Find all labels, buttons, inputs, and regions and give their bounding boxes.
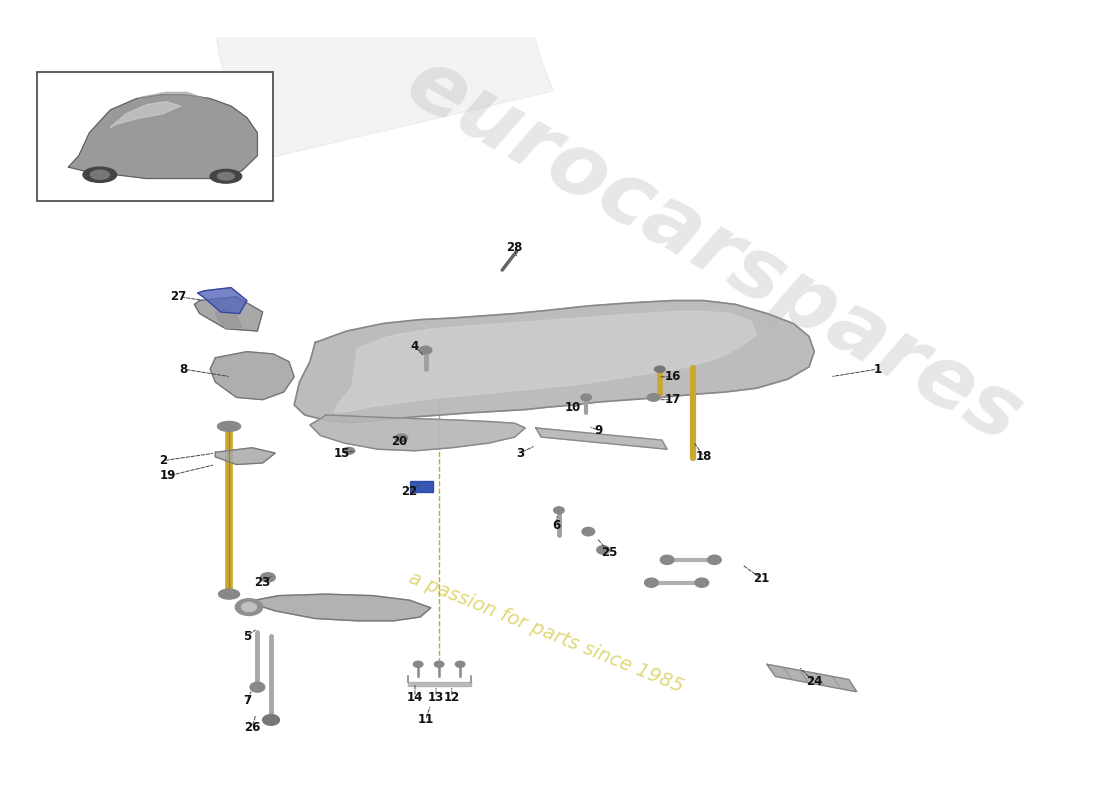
Ellipse shape xyxy=(218,173,234,180)
Text: 10: 10 xyxy=(564,401,581,414)
Polygon shape xyxy=(195,297,263,331)
Text: 11: 11 xyxy=(417,714,433,726)
Text: 27: 27 xyxy=(170,290,187,303)
Polygon shape xyxy=(210,0,1013,162)
Text: 8: 8 xyxy=(179,362,188,376)
Ellipse shape xyxy=(707,555,722,564)
Bar xyxy=(36,72,273,202)
Polygon shape xyxy=(216,312,242,329)
Text: 16: 16 xyxy=(664,370,681,383)
Polygon shape xyxy=(106,92,221,129)
Text: 18: 18 xyxy=(695,450,712,463)
Polygon shape xyxy=(68,94,257,178)
Ellipse shape xyxy=(218,422,241,431)
Text: 23: 23 xyxy=(254,576,271,589)
Ellipse shape xyxy=(597,546,609,554)
Ellipse shape xyxy=(582,527,595,536)
Polygon shape xyxy=(246,594,431,621)
Text: 28: 28 xyxy=(507,241,522,254)
Polygon shape xyxy=(767,664,856,692)
Ellipse shape xyxy=(645,578,658,587)
Ellipse shape xyxy=(581,394,592,401)
Polygon shape xyxy=(334,311,757,413)
Ellipse shape xyxy=(235,598,263,615)
Ellipse shape xyxy=(210,170,242,183)
Ellipse shape xyxy=(82,167,117,182)
Ellipse shape xyxy=(455,662,465,667)
Text: a passion for parts since 1985: a passion for parts since 1985 xyxy=(406,568,686,696)
Polygon shape xyxy=(294,301,814,422)
Polygon shape xyxy=(409,482,433,492)
Polygon shape xyxy=(536,428,667,450)
Ellipse shape xyxy=(90,170,109,179)
Polygon shape xyxy=(408,682,471,686)
Ellipse shape xyxy=(261,573,275,582)
Ellipse shape xyxy=(553,507,564,514)
Text: 9: 9 xyxy=(595,424,603,437)
Text: 25: 25 xyxy=(602,546,617,558)
Text: 13: 13 xyxy=(428,690,444,703)
Text: 2: 2 xyxy=(158,454,167,467)
Ellipse shape xyxy=(343,447,354,454)
Ellipse shape xyxy=(242,602,256,612)
Text: eurocarspares: eurocarspares xyxy=(393,41,1036,461)
Ellipse shape xyxy=(660,555,674,564)
Text: 1: 1 xyxy=(873,362,881,376)
Text: 14: 14 xyxy=(407,690,424,703)
Ellipse shape xyxy=(695,578,708,587)
Ellipse shape xyxy=(419,346,432,354)
Text: 19: 19 xyxy=(160,470,176,482)
Text: 26: 26 xyxy=(244,721,261,734)
Ellipse shape xyxy=(263,714,279,726)
Polygon shape xyxy=(110,102,180,127)
Ellipse shape xyxy=(654,366,666,372)
Text: 22: 22 xyxy=(402,485,418,498)
Polygon shape xyxy=(198,287,246,314)
Ellipse shape xyxy=(414,662,422,667)
Text: 6: 6 xyxy=(552,519,561,532)
Ellipse shape xyxy=(395,434,408,442)
Text: 21: 21 xyxy=(754,572,770,586)
Text: 17: 17 xyxy=(664,393,681,406)
Text: 20: 20 xyxy=(392,435,407,448)
Text: 24: 24 xyxy=(806,675,823,688)
Polygon shape xyxy=(216,448,275,465)
Text: 3: 3 xyxy=(516,446,524,459)
Text: 5: 5 xyxy=(243,630,251,642)
Ellipse shape xyxy=(250,682,265,692)
Text: 15: 15 xyxy=(333,446,350,459)
Ellipse shape xyxy=(434,662,444,667)
Polygon shape xyxy=(210,352,294,400)
Text: 12: 12 xyxy=(443,690,460,703)
Text: 4: 4 xyxy=(411,340,419,353)
Ellipse shape xyxy=(219,589,240,599)
Polygon shape xyxy=(310,415,526,450)
Ellipse shape xyxy=(647,394,660,402)
Text: 7: 7 xyxy=(243,694,251,707)
